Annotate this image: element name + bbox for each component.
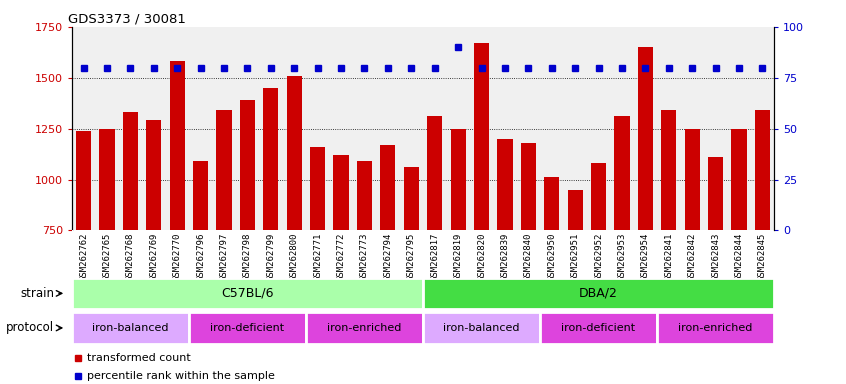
Text: GSM262950: GSM262950 (547, 233, 556, 281)
Text: GSM262768: GSM262768 (126, 233, 135, 281)
Bar (568, 190, 583, 230)
Bar (170, 61, 184, 230)
Text: GSM262817: GSM262817 (431, 233, 439, 281)
Bar (76, 131, 91, 230)
Bar (540, 312, 657, 344)
Bar (497, 139, 513, 230)
Bar (357, 161, 372, 230)
Bar (287, 76, 302, 230)
Text: GSM262954: GSM262954 (641, 233, 650, 281)
Bar (614, 116, 629, 230)
Text: iron-deficient: iron-deficient (562, 323, 635, 333)
Text: GSM262799: GSM262799 (266, 233, 275, 281)
Bar (521, 143, 536, 230)
Text: GSM262845: GSM262845 (758, 233, 766, 281)
Text: GSM262839: GSM262839 (501, 233, 509, 281)
Text: GSM262800: GSM262800 (290, 233, 299, 281)
Bar (193, 161, 208, 230)
Bar (381, 145, 395, 230)
Text: GSM262843: GSM262843 (711, 233, 720, 281)
Text: GSM262765: GSM262765 (102, 233, 112, 281)
Bar (263, 88, 278, 230)
Bar (423, 312, 540, 344)
Text: GSM262951: GSM262951 (571, 233, 580, 281)
Text: iron-balanced: iron-balanced (443, 323, 519, 333)
Bar (72, 312, 189, 344)
Text: GSM262772: GSM262772 (337, 233, 345, 281)
Text: iron-deficient: iron-deficient (211, 323, 284, 333)
Bar (732, 129, 746, 230)
Bar (427, 116, 442, 230)
Text: GDS3373 / 30081: GDS3373 / 30081 (69, 13, 186, 26)
Bar (217, 110, 232, 230)
Bar (404, 167, 419, 230)
Text: GSM262820: GSM262820 (477, 233, 486, 281)
Text: GSM262841: GSM262841 (664, 233, 673, 281)
Text: DBA/2: DBA/2 (580, 287, 618, 300)
Text: iron-balanced: iron-balanced (92, 323, 168, 333)
Text: GSM262953: GSM262953 (618, 233, 626, 281)
Text: GSM262771: GSM262771 (313, 233, 322, 281)
Bar (423, 278, 774, 309)
Text: GSM262798: GSM262798 (243, 233, 252, 281)
Text: percentile rank within the sample: percentile rank within the sample (87, 371, 275, 381)
Bar (306, 312, 423, 344)
Bar (591, 163, 606, 230)
Bar (310, 147, 325, 230)
Bar (662, 110, 676, 230)
Text: GSM262952: GSM262952 (594, 233, 603, 281)
Text: GSM262842: GSM262842 (688, 233, 696, 281)
Text: GSM262844: GSM262844 (734, 233, 744, 281)
Text: GSM262770: GSM262770 (173, 233, 182, 281)
Text: GSM262796: GSM262796 (196, 233, 205, 281)
Text: GSM262762: GSM262762 (80, 233, 88, 281)
Bar (240, 100, 255, 230)
Bar (451, 129, 465, 230)
Bar (708, 157, 723, 230)
Bar (544, 177, 559, 230)
Text: C57BL/6: C57BL/6 (221, 287, 274, 300)
Bar (100, 129, 114, 230)
Text: GSM262794: GSM262794 (383, 233, 393, 281)
Bar (684, 129, 700, 230)
Bar (657, 312, 774, 344)
Text: protocol: protocol (6, 321, 54, 334)
Bar (333, 155, 349, 230)
Text: GSM262797: GSM262797 (220, 233, 228, 281)
Bar (146, 121, 162, 230)
Text: strain: strain (20, 287, 54, 300)
Bar (755, 110, 770, 230)
Text: GSM262819: GSM262819 (453, 233, 463, 281)
Text: iron-enriched: iron-enriched (678, 323, 753, 333)
Bar (72, 278, 423, 309)
Bar (189, 312, 306, 344)
Bar (123, 113, 138, 230)
Text: iron-enriched: iron-enriched (327, 323, 402, 333)
Bar (474, 43, 489, 230)
Text: GSM262769: GSM262769 (150, 233, 158, 281)
Text: GSM262795: GSM262795 (407, 233, 415, 281)
Text: GSM262840: GSM262840 (524, 233, 533, 281)
Text: transformed count: transformed count (87, 353, 191, 363)
Bar (638, 47, 653, 230)
Text: GSM262773: GSM262773 (360, 233, 369, 281)
